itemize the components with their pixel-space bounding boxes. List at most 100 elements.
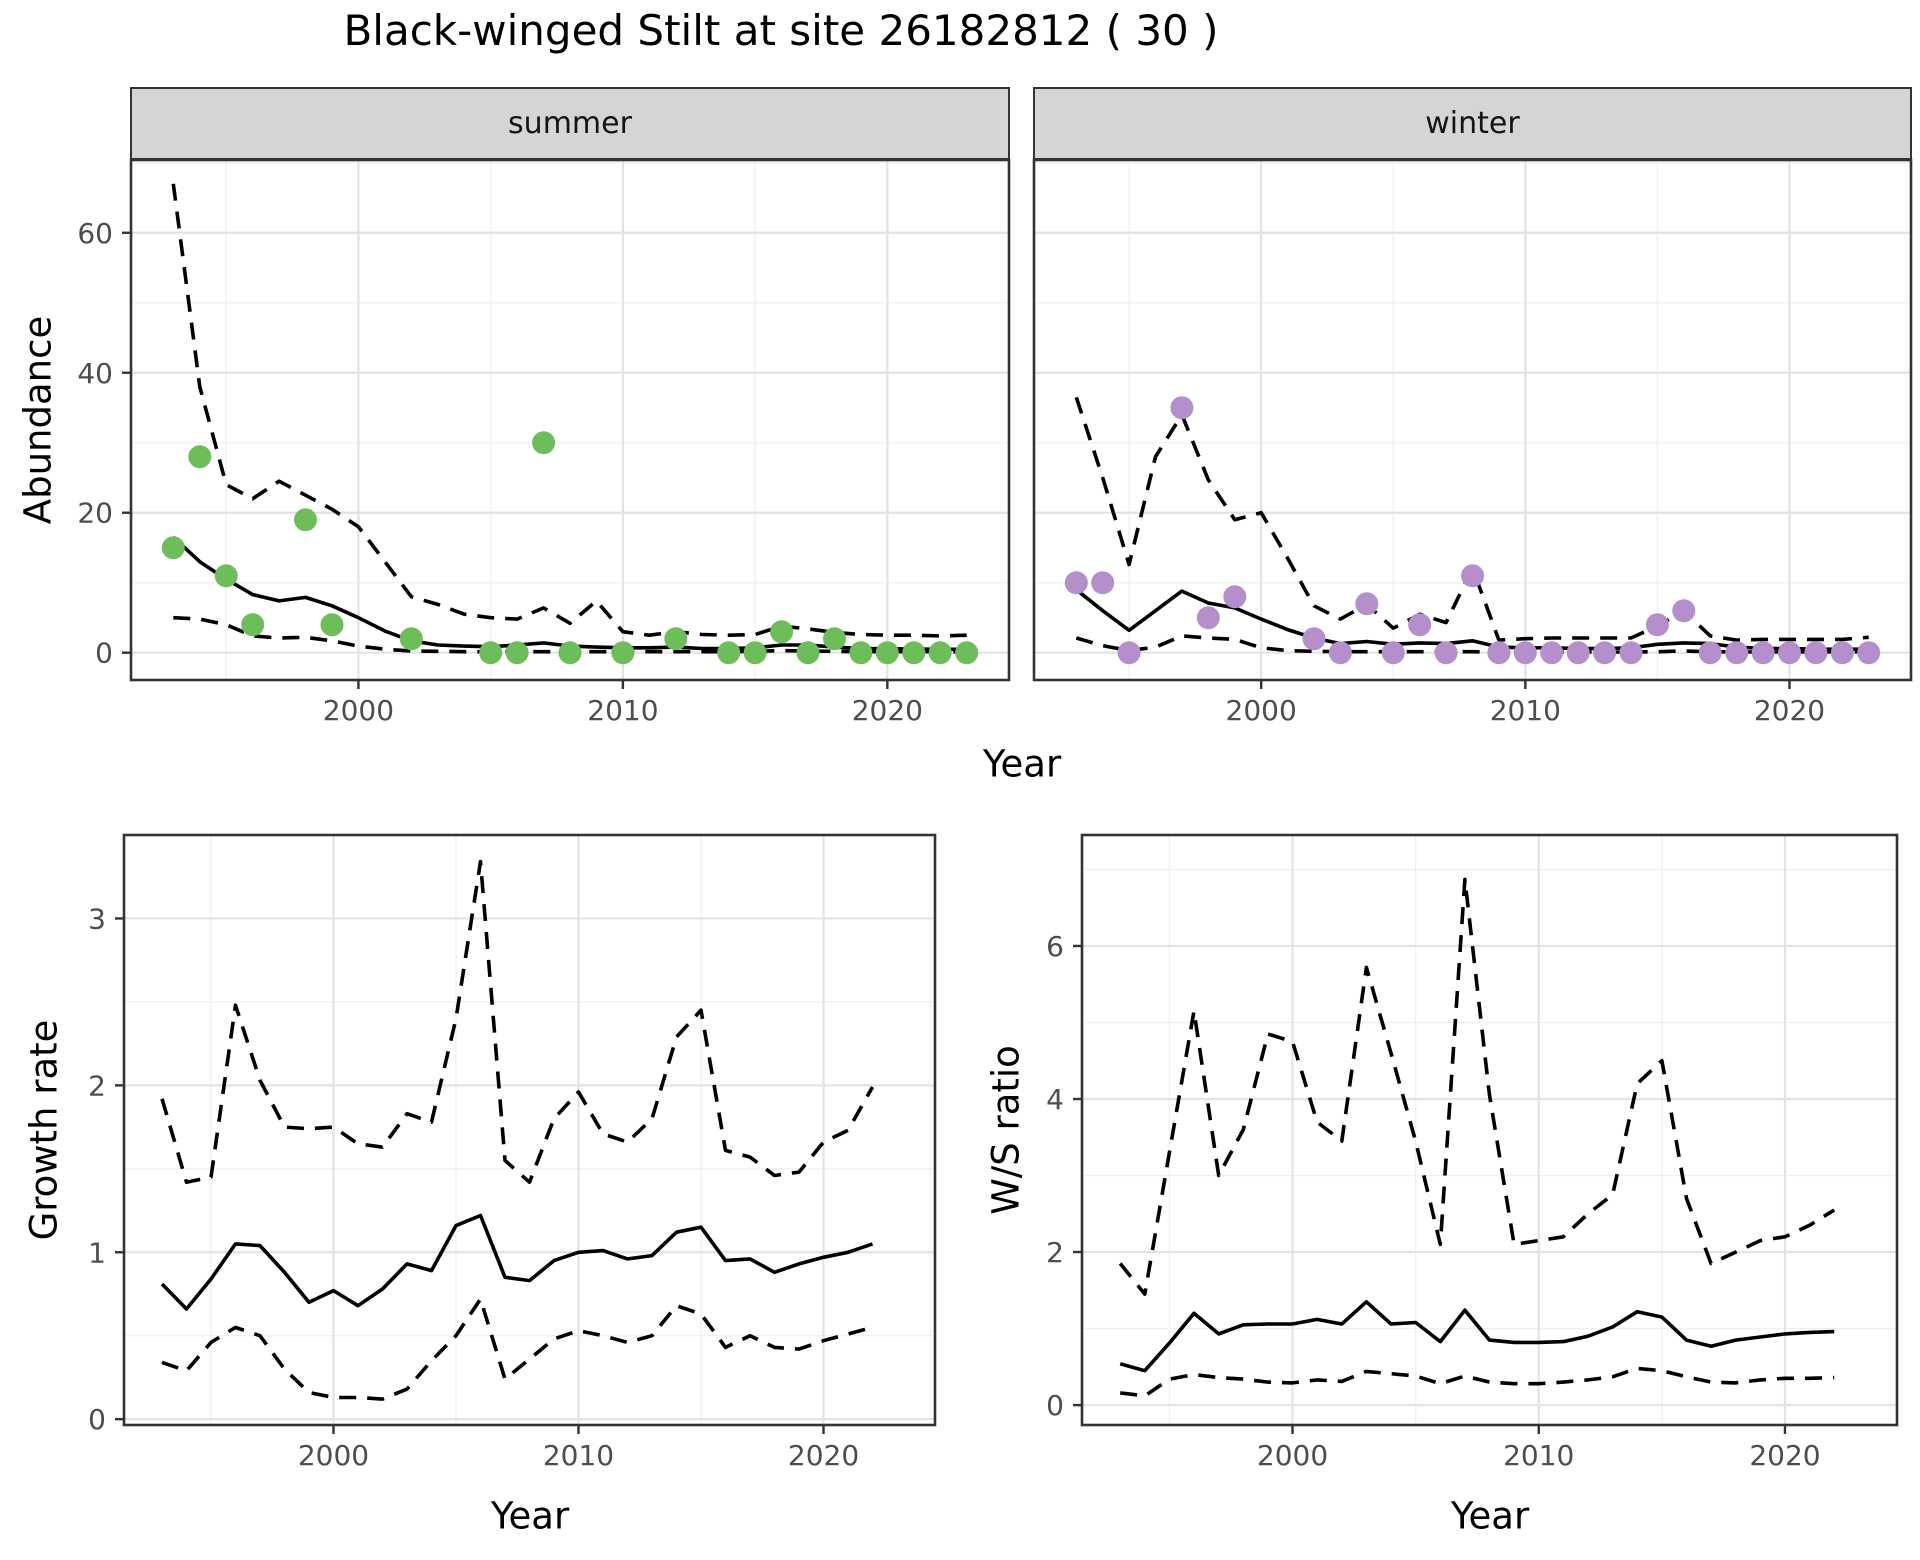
data-point bbox=[1619, 641, 1643, 665]
data-point bbox=[214, 564, 238, 588]
series-lower_ci-ws-ratio bbox=[1119, 1366, 1835, 1398]
data-point bbox=[188, 445, 212, 469]
y-tick-label: 2 bbox=[88, 1069, 106, 1102]
panel-border-abundance-winter bbox=[1032, 158, 1913, 682]
x-tick-label: 2000 bbox=[1257, 1439, 1328, 1472]
data-point bbox=[320, 613, 344, 637]
facet-strip-summer: summer bbox=[130, 87, 1010, 160]
data-point bbox=[955, 641, 979, 665]
data-point bbox=[611, 641, 635, 665]
facet-strip-winter-label: winter bbox=[1425, 106, 1520, 141]
data-point bbox=[1751, 641, 1775, 665]
data-point bbox=[1487, 641, 1511, 665]
axes-abundance-winter: 2000 2010 2020 bbox=[1226, 680, 1825, 727]
data-point bbox=[241, 613, 265, 637]
data-point bbox=[796, 641, 820, 665]
data-point bbox=[505, 641, 529, 665]
data-point bbox=[1091, 571, 1115, 595]
data-point bbox=[1645, 613, 1669, 637]
series-upper_ci-growth-rate bbox=[160, 859, 875, 1184]
data-point bbox=[1302, 627, 1326, 651]
y-tick-label: 0 bbox=[88, 1403, 106, 1436]
y-axis-title-abundance: Abundance bbox=[16, 315, 60, 525]
panel-border-ws-ratio bbox=[1080, 833, 1899, 1427]
panel-abundance-summer: 2000 2010 2020 0 20 40 60 bbox=[77, 158, 1011, 727]
data-point bbox=[1804, 641, 1828, 665]
series-lower_ci-growth-rate bbox=[161, 1297, 873, 1401]
data-point bbox=[1725, 641, 1749, 665]
x-tick-label: 2010 bbox=[587, 694, 658, 727]
data-point bbox=[1778, 641, 1801, 665]
data-point bbox=[1698, 641, 1722, 665]
data-point bbox=[479, 641, 503, 665]
x-axis-title-year-top: Year bbox=[982, 742, 1062, 786]
panel-ws-ratio: 2000 2010 2020 0 2 4 6 bbox=[1046, 833, 1899, 1472]
grid-ws-ratio bbox=[1082, 835, 1897, 1425]
series-mean-growth-rate bbox=[160, 1213, 874, 1311]
data-point bbox=[1566, 641, 1590, 665]
x-tick-label: 2020 bbox=[788, 1439, 859, 1472]
y-tick-label: 0 bbox=[95, 637, 113, 670]
y-tick-label: 6 bbox=[1046, 930, 1064, 963]
data-point bbox=[823, 627, 846, 651]
series-lower_ci-abundance-winter bbox=[1075, 634, 1869, 654]
panel-border-abundance-summer bbox=[129, 158, 1011, 682]
data-point bbox=[558, 641, 582, 665]
data-point bbox=[1593, 641, 1617, 665]
y-tick-label: 40 bbox=[77, 357, 113, 390]
x-tick-label: 2000 bbox=[298, 1439, 369, 1472]
data-point bbox=[1223, 585, 1247, 609]
data-point bbox=[1196, 606, 1220, 630]
data-point bbox=[928, 641, 952, 665]
y-axis-title-growth-rate: Growth rate bbox=[22, 1019, 66, 1241]
data-point bbox=[1381, 641, 1405, 665]
x-tick-label: 2020 bbox=[1754, 694, 1825, 727]
data-point bbox=[770, 620, 794, 644]
axes-ws-ratio: 2000 2010 2020 0 2 4 6 bbox=[1046, 930, 1820, 1472]
series-upper_ci-ws-ratio bbox=[1118, 877, 1836, 1296]
facet-strip-winter: winter bbox=[1033, 87, 1912, 160]
y-tick-label: 4 bbox=[1046, 1083, 1064, 1116]
x-tick-label: 2000 bbox=[323, 694, 394, 727]
data-point bbox=[1355, 592, 1379, 616]
data-point bbox=[1672, 599, 1696, 623]
data-point bbox=[902, 641, 926, 665]
y-tick-label: 3 bbox=[88, 902, 106, 935]
y-axis-title-ws-ratio: W/S ratio bbox=[984, 1045, 1028, 1215]
data-point bbox=[1117, 641, 1141, 665]
facet-strip-summer-label: summer bbox=[508, 106, 632, 141]
data-point bbox=[1540, 641, 1564, 665]
series-upper_ci-abundance-summer bbox=[171, 183, 967, 638]
series-upper_ci-abundance-winter bbox=[1074, 396, 1869, 642]
data-point bbox=[399, 627, 423, 651]
x-axis-title-year-growth: Year bbox=[490, 1494, 570, 1538]
y-tick-label: 2 bbox=[1046, 1236, 1064, 1269]
x-axis-title-year-ws: Year bbox=[1450, 1494, 1530, 1538]
data-point bbox=[1513, 641, 1537, 665]
series-mean-abundance-winter bbox=[1075, 588, 1869, 652]
series-mean-ws-ratio bbox=[1119, 1300, 1835, 1373]
data-point bbox=[743, 641, 767, 665]
x-tick-label: 2010 bbox=[1490, 694, 1561, 727]
x-tick-label: 2010 bbox=[1503, 1439, 1574, 1472]
y-tick-label: 1 bbox=[88, 1236, 106, 1269]
data-point bbox=[849, 641, 873, 665]
data-point bbox=[664, 627, 688, 651]
panel-border-growth-rate bbox=[122, 833, 937, 1427]
data-point bbox=[532, 431, 556, 455]
grid-growth-rate bbox=[124, 834, 935, 1425]
axes-abundance-summer: 2000 2010 2020 0 20 40 60 bbox=[77, 217, 923, 727]
data-point bbox=[1461, 564, 1484, 588]
axes-growth-rate: 2000 2010 2020 0 1 2 3 bbox=[88, 902, 859, 1472]
data-point bbox=[1064, 571, 1088, 595]
x-tick-label: 2000 bbox=[1226, 694, 1297, 727]
y-tick-label: 20 bbox=[77, 497, 113, 530]
data-point bbox=[1830, 641, 1854, 665]
x-tick-label: 2020 bbox=[852, 694, 923, 727]
data-point bbox=[294, 508, 317, 532]
x-tick-label: 2010 bbox=[543, 1439, 614, 1472]
data-point bbox=[717, 641, 741, 665]
data-point bbox=[1408, 613, 1432, 637]
